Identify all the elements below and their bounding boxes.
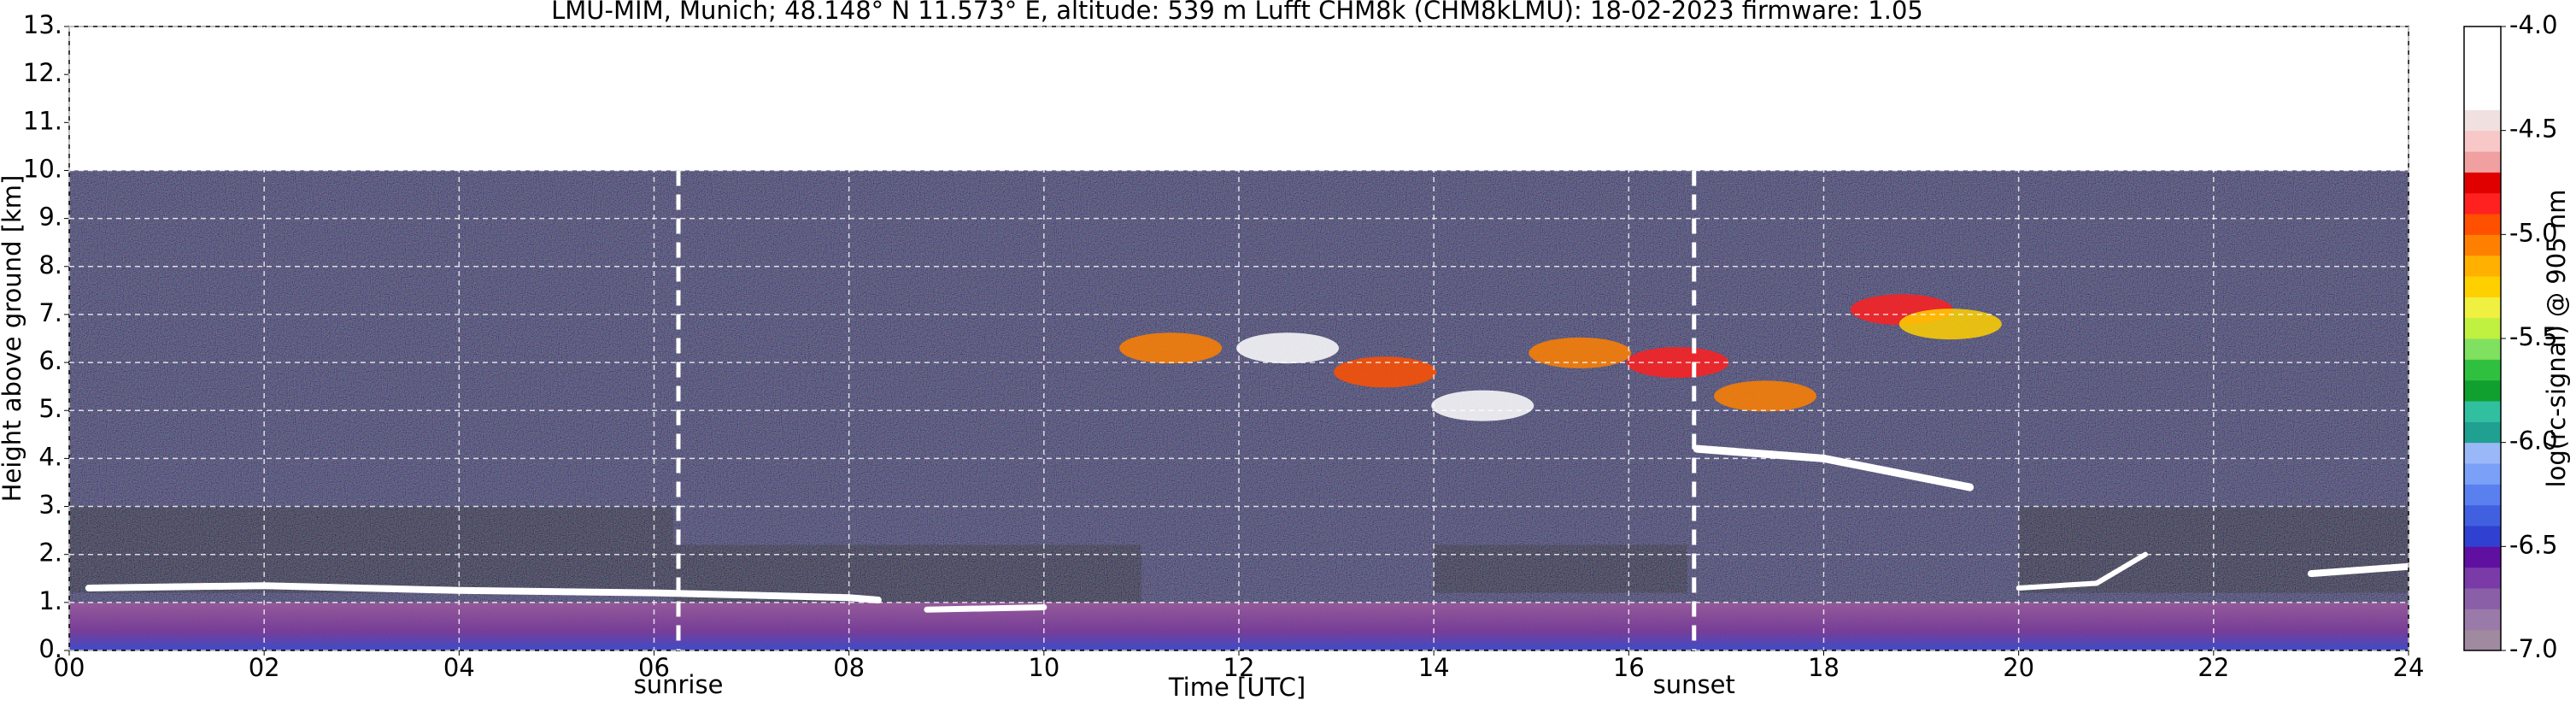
x-tick-label: 00: [54, 653, 85, 682]
colorbar-bin: [2464, 442, 2501, 464]
y-tick-label: 1.: [38, 586, 62, 615]
cloud-patch: [1529, 337, 1632, 368]
cloud-patch: [1714, 380, 1817, 412]
colorbar-bin: [2464, 379, 2501, 402]
y-tick-label: 13.: [23, 10, 62, 39]
y-tick-label: 0.: [38, 634, 62, 663]
colorbar-tick-label: -5.0: [2509, 218, 2558, 247]
x-axis-label: Time [UTC]: [1168, 673, 1306, 702]
colorbar-bin: [2464, 484, 2501, 506]
cloud-streak: [2016, 551, 2148, 591]
colorbar-bin: [2464, 26, 2501, 48]
colorbar-bin: [2464, 359, 2501, 381]
colorbar-bin: [2464, 109, 2501, 132]
colorbar-tick-label: -6.0: [2509, 427, 2558, 456]
chart-title: LMU-MIM, Munich; 48.148° N 11.573° E, al…: [551, 0, 1923, 25]
colorbar-bin: [2464, 47, 2501, 69]
y-tick-label: 10.: [23, 154, 62, 183]
y-tick-label: 11.: [23, 106, 62, 135]
x-tick-label: 08: [833, 653, 865, 682]
x-tick-label: 22: [2198, 653, 2229, 682]
annotation: sunrise: [634, 670, 724, 699]
y-tick-label: 6.: [38, 346, 62, 375]
x-tick-label: 24: [2393, 653, 2425, 682]
colorbar-bin: [2464, 421, 2501, 444]
colorbar-label: log(rc-signal) @ 905 nm: [2542, 190, 2571, 488]
cloud-patch: [1119, 332, 1223, 364]
colorbar-bin: [2464, 504, 2501, 527]
colorbar-bin: [2464, 463, 2501, 485]
x-tick-label: 06: [638, 653, 670, 682]
colorbar-bin: [2464, 338, 2501, 360]
y-tick-label: 9.: [38, 203, 62, 232]
cloud-streak: [924, 603, 1047, 613]
y-tick-label: 3.: [38, 491, 62, 520]
colorbar-bin: [2464, 68, 2501, 90]
cloud-patch: [1236, 332, 1340, 364]
cloud-patch: [1431, 390, 1534, 421]
colorbar-tick-label: -4.0: [2509, 10, 2558, 39]
colorbar-bin: [2464, 629, 2501, 651]
colorbar-tick-label: -7.0: [2509, 634, 2558, 663]
colorbar-bin: [2464, 192, 2501, 215]
colorbar-tick-label: -6.5: [2509, 530, 2558, 559]
colorbar-bin: [2464, 526, 2501, 547]
colorbar-bin: [2464, 297, 2501, 319]
colorbar-bin: [2464, 317, 2501, 339]
colorbar-bin: [2464, 609, 2501, 631]
colorbar-bin: [2464, 172, 2501, 194]
x-tick-label: 16: [1613, 653, 1645, 682]
x-tick-label: 10: [1028, 653, 1059, 682]
colorbar-bin: [2464, 255, 2501, 277]
y-tick-label: 12.: [23, 58, 62, 87]
y-tick-label: 2.: [38, 538, 62, 568]
annotation: sunset: [1653, 670, 1735, 699]
cloud-streak: [2307, 562, 2412, 578]
x-tick-label: 14: [1418, 653, 1450, 682]
x-tick-label: 18: [1808, 653, 1840, 682]
x-tick-label: 20: [2003, 653, 2034, 682]
colorbar-bin: [2464, 130, 2501, 152]
cloud-streak: [85, 582, 882, 604]
x-tick-label: 12: [1223, 653, 1255, 682]
cloud-patch: [1898, 309, 2002, 340]
colorbar-bin: [2464, 567, 2501, 589]
colorbar-bin: [2464, 151, 2501, 173]
colorbar-bin: [2464, 276, 2501, 297]
y-tick-label: 4.: [38, 442, 62, 471]
y-tick-label: 8.: [38, 250, 62, 279]
y-tick-label: 5.: [38, 394, 62, 423]
x-tick-label: 04: [443, 653, 475, 682]
cloud-streak: [1693, 444, 1975, 491]
x-tick-label: 02: [249, 653, 280, 682]
y-axis-label: Height above ground [km]: [0, 175, 26, 503]
colorbar-bin: [2464, 234, 2501, 256]
colorbar-tick-label: -5.5: [2509, 322, 2558, 351]
colorbar-bin: [2464, 546, 2501, 568]
y-tick-label: 7.: [38, 298, 62, 327]
colorbar-bin: [2464, 214, 2501, 235]
cloud-patch: [1334, 356, 1437, 388]
colorbar-bin: [2464, 89, 2501, 110]
colorbar-tick-label: -4.5: [2509, 115, 2558, 144]
colorbar-bin: [2464, 588, 2501, 609]
colorbar-bin: [2464, 401, 2501, 422]
plot-layer: 0. 1. 2. 3. 4. 5. 6. 7. 8. 9. 10. 11. 12. 13. 00 02 04 06…: [23, 10, 2558, 699]
